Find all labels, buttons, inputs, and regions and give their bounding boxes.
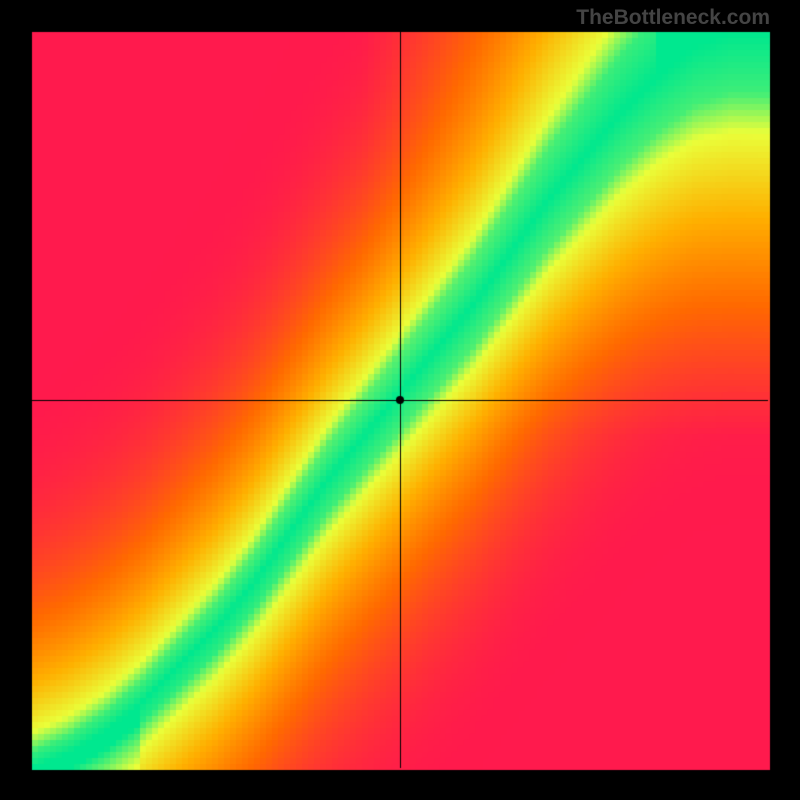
bottleneck-heatmap: [0, 0, 800, 800]
chart-container: TheBottleneck.com: [0, 0, 800, 800]
watermark-text: TheBottleneck.com: [576, 6, 770, 30]
